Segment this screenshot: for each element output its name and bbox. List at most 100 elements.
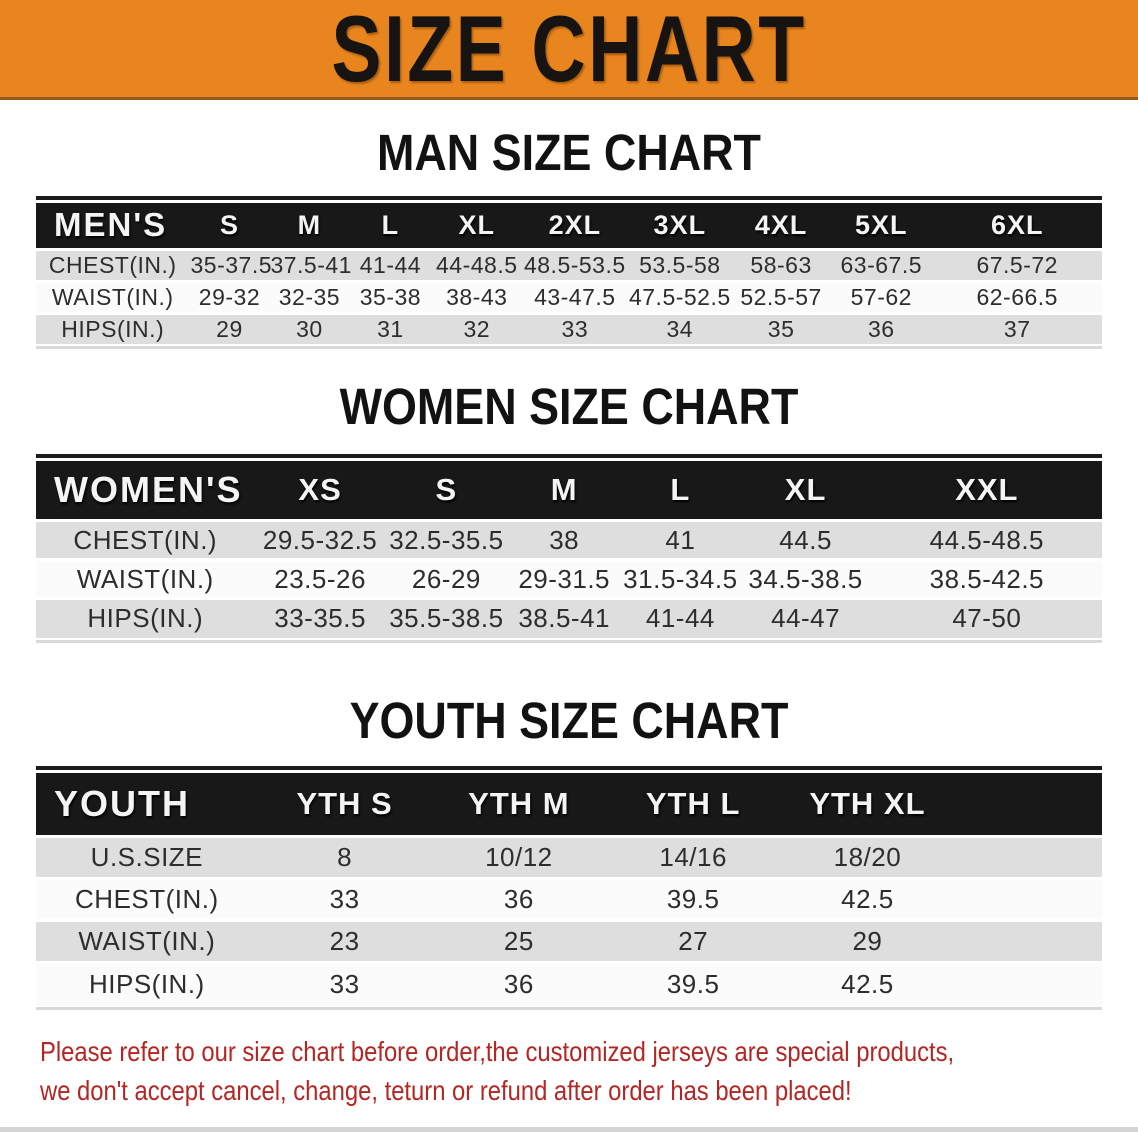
column-header: YTH L bbox=[606, 772, 781, 837]
row-label: HIPS(IN.) bbox=[36, 962, 258, 1005]
youth-section-title: YOUTH SIZE CHART bbox=[349, 691, 789, 749]
table-cell: 62-66.5 bbox=[932, 281, 1102, 313]
men-table-wrap: MEN'S S M L XL 2XL 3XL 4XL 5XL 6XL CHEST(IN.) 35-37… bbox=[36, 196, 1102, 349]
filler-cell bbox=[954, 962, 1102, 1005]
banner-title: SIZE CHART bbox=[331, 0, 807, 101]
column-header: 5XL bbox=[830, 203, 933, 249]
column-header: XL bbox=[739, 460, 872, 521]
women-section: WOMEN SIZE CHART WOMEN'S XS S M L XL XXL CHEST(… bbox=[0, 381, 1138, 643]
row-label: WAIST(IN.) bbox=[36, 559, 255, 599]
men-section: MAN SIZE CHART MEN'S S M L XL 2XL 3XL 4XL 5XL 6XL… bbox=[0, 127, 1138, 349]
table-cell: 32.5-35.5 bbox=[385, 520, 508, 560]
table-cell: 48.5-53.5 bbox=[522, 249, 628, 281]
bottom-edge-line bbox=[0, 1127, 1138, 1132]
women-size-table: WOMEN'S XS S M L XL XXL CHEST(IN.) 29.5-32.5 32.5… bbox=[36, 460, 1102, 638]
column-header: YTH XL bbox=[780, 772, 955, 837]
table-corner-label: MEN'S bbox=[36, 203, 190, 249]
disclaimer-line-2: we don't accept cancel, change, teturn o… bbox=[40, 1074, 852, 1106]
table-corner-label: WOMEN'S bbox=[36, 460, 255, 521]
table-cell: 42.5 bbox=[780, 962, 955, 1005]
table-corner-label: YOUTH bbox=[36, 772, 258, 837]
table-cell: 33-35.5 bbox=[254, 598, 386, 638]
table-row: CHEST(IN.) 33 36 39.5 42.5 bbox=[36, 878, 1102, 921]
table-cell: 47-50 bbox=[871, 598, 1102, 638]
row-label: CHEST(IN.) bbox=[36, 249, 190, 281]
women-table-wrap: WOMEN'S XS S M L XL XXL CHEST(IN.) 29.5-32.5 32.5… bbox=[36, 454, 1102, 643]
table-cell: 44-47 bbox=[739, 598, 872, 638]
men-size-table: MEN'S S M L XL 2XL 3XL 4XL 5XL 6XL CHEST(IN.) 35-37… bbox=[36, 203, 1102, 344]
header-row: YOUTH YTH S YTH M YTH L YTH XL bbox=[36, 772, 1102, 837]
column-header: XXL bbox=[871, 460, 1102, 521]
table-cell: 14/16 bbox=[606, 836, 781, 879]
table-cell: 38-43 bbox=[431, 281, 523, 313]
table-cell: 41-44 bbox=[621, 598, 740, 638]
header-row: WOMEN'S XS S M L XL XXL bbox=[36, 460, 1102, 521]
table-cell: 39.5 bbox=[606, 962, 781, 1005]
row-label: CHEST(IN.) bbox=[36, 878, 258, 921]
table-row: HIPS(IN.) 29 30 31 32 33 34 35 36 37 bbox=[36, 313, 1102, 344]
column-header: XS bbox=[254, 460, 386, 521]
column-header: 4XL bbox=[732, 203, 831, 249]
table-cell: 36 bbox=[431, 962, 607, 1005]
table-cell: 36 bbox=[830, 313, 933, 344]
table-row: WAIST(IN.) 23 25 27 29 bbox=[36, 920, 1102, 963]
table-cell: 31 bbox=[349, 313, 432, 344]
filler-cell bbox=[954, 772, 1102, 837]
table-cell: 33 bbox=[257, 878, 432, 921]
column-header: 3XL bbox=[627, 203, 733, 249]
column-header: M bbox=[269, 203, 350, 249]
table-cell: 10/12 bbox=[431, 836, 607, 879]
table-cell: 29.5-32.5 bbox=[254, 520, 386, 560]
table-cell: 35 bbox=[732, 313, 831, 344]
table-cell: 35-38 bbox=[349, 281, 432, 313]
column-header: M bbox=[507, 460, 622, 521]
table-cell: 43-47.5 bbox=[522, 281, 628, 313]
table-cell: 33 bbox=[257, 962, 432, 1005]
size-chart-banner: SIZE CHART bbox=[0, 0, 1138, 100]
table-cell: 34.5-38.5 bbox=[739, 559, 872, 599]
column-header: 6XL bbox=[932, 203, 1102, 249]
table-cell: 18/20 bbox=[780, 836, 955, 879]
table-row: HIPS(IN.) 33-35.5 35.5-38.5 38.5-41 41-44 44-… bbox=[36, 598, 1102, 638]
table-cell: 67.5-72 bbox=[932, 249, 1102, 281]
table-cell: 44-48.5 bbox=[431, 249, 523, 281]
table-cell: 41 bbox=[621, 520, 740, 560]
table-row: U.S.SIZE 8 10/12 14/16 18/20 bbox=[36, 836, 1102, 879]
table-cell: 37.5-41 bbox=[269, 249, 351, 281]
table-cell: 38.5-41 bbox=[507, 598, 622, 638]
row-label: WAIST(IN.) bbox=[36, 281, 190, 313]
table-cell: 31.5-34.5 bbox=[621, 559, 740, 599]
header-row: MEN'S S M L XL 2XL 3XL 4XL 5XL 6XL bbox=[36, 203, 1102, 249]
table-row: WAIST(IN.) 29-32 32-35 35-38 38-43 43-47.5 47.… bbox=[36, 281, 1102, 313]
table-cell: 26-29 bbox=[385, 559, 508, 599]
table-cell: 38.5-42.5 bbox=[871, 559, 1102, 599]
column-header: YTH M bbox=[431, 772, 607, 837]
table-cell: 44.5 bbox=[739, 520, 872, 560]
row-label: WAIST(IN.) bbox=[36, 920, 258, 963]
table-row: WAIST(IN.) 23.5-26 26-29 29-31.5 31.5-34.5 34… bbox=[36, 559, 1102, 599]
table-cell: 39.5 bbox=[606, 878, 781, 921]
table-cell: 29 bbox=[189, 313, 270, 344]
table-cell: 38 bbox=[507, 520, 622, 560]
filler-cell bbox=[954, 836, 1102, 879]
table-row: CHEST(IN.) 35-37.5 37.5-41 41-44 44-48.5 48.5… bbox=[36, 249, 1102, 281]
table-cell: 63-67.5 bbox=[830, 249, 933, 281]
table-row: CHEST(IN.) 29.5-32.5 32.5-35.5 38 41 44.5 44.5… bbox=[36, 520, 1102, 560]
row-label: HIPS(IN.) bbox=[36, 313, 190, 344]
table-cell: 35-37.5 bbox=[189, 249, 272, 281]
women-section-title: WOMEN SIZE CHART bbox=[339, 377, 799, 435]
table-cell: 58-63 bbox=[732, 249, 831, 281]
row-label: U.S.SIZE bbox=[36, 836, 258, 879]
table-cell: 57-62 bbox=[830, 281, 933, 313]
youth-section: YOUTH SIZE CHART YOUTH YTH S YTH M YTH L YTH… bbox=[0, 695, 1138, 1010]
column-header: L bbox=[349, 203, 432, 249]
youth-size-table: YOUTH YTH S YTH M YTH L YTH XL U.S.SIZE 8 10/12… bbox=[36, 772, 1102, 1005]
column-header: YTH S bbox=[257, 772, 432, 837]
table-cell: 29 bbox=[780, 920, 955, 963]
column-header: 2XL bbox=[522, 203, 628, 249]
table-cell: 8 bbox=[257, 836, 432, 879]
table-cell: 41-44 bbox=[349, 249, 432, 281]
men-section-title: MAN SIZE CHART bbox=[377, 124, 761, 181]
filler-cell bbox=[954, 878, 1102, 921]
table-cell: 53.5-58 bbox=[627, 249, 733, 281]
